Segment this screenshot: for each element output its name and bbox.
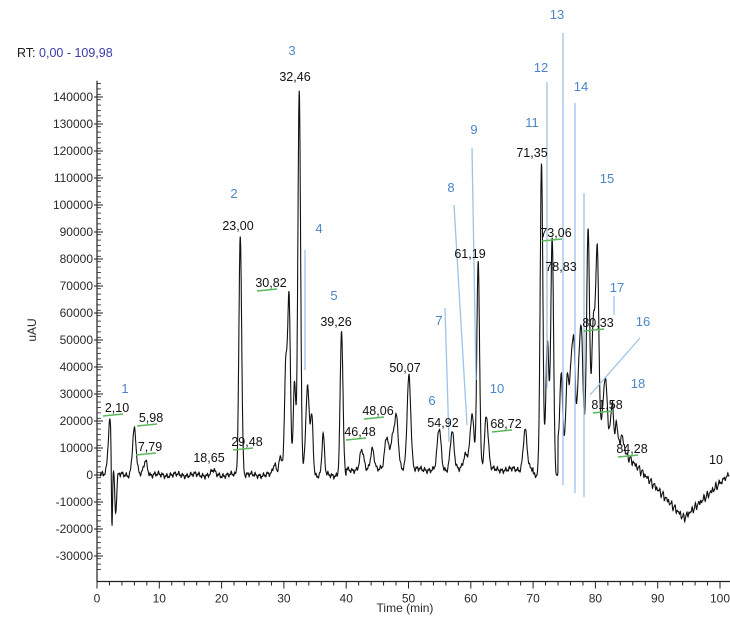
- trace-line: [99, 90, 730, 526]
- peak-baseline-mark: [617, 454, 639, 458]
- peak-number-label: 17: [610, 280, 624, 295]
- y-tick-label: -10000: [56, 495, 94, 509]
- x-tick-label: 50: [402, 592, 416, 606]
- peak-baseline-mark: [232, 447, 254, 451]
- x-tick-label: 80: [589, 592, 603, 606]
- peak-number-label: 5: [330, 288, 337, 303]
- x-tick-label: 30: [277, 592, 291, 606]
- peak-baseline-mark: [135, 452, 157, 456]
- peak-number-label: 9: [470, 122, 477, 137]
- peak-rt-label: 10: [709, 453, 723, 467]
- peak-rt-label: 80,33: [582, 316, 613, 330]
- peak-rt-label: 32,46: [279, 70, 310, 84]
- peak-rt-label: 18,65: [193, 451, 224, 465]
- x-tick-label: 20: [215, 592, 229, 606]
- y-tick-label: -20000: [56, 522, 94, 536]
- peak-rt-label: 29,48: [231, 435, 262, 449]
- peak-rt-label: 68,72: [490, 417, 521, 431]
- peak-number-label: 1: [121, 381, 128, 396]
- peak-rt-label: 78,83: [545, 260, 576, 274]
- y-tick-label: 20000: [60, 414, 94, 428]
- peak-baseline-mark: [491, 429, 513, 433]
- y-tick-label: 10000: [60, 441, 94, 455]
- y-tick-label: 130000: [53, 117, 93, 131]
- rt-range-label: RT: 0,00 - 109,98: [17, 46, 113, 60]
- y-tick-label: 30000: [60, 387, 94, 401]
- peak-rt-label: 61,19: [454, 247, 485, 261]
- y-tick-label: 0: [86, 468, 93, 482]
- peak-rt-label: 84,28: [616, 442, 647, 456]
- rt-prefix: RT:: [17, 46, 36, 60]
- y-tick-label: 50000: [60, 333, 94, 347]
- peak-rt-label: 39,26: [320, 315, 351, 329]
- peak-number-label: 18: [631, 376, 645, 391]
- callout-line: [444, 307, 450, 443]
- peak-baseline-mark: [541, 238, 563, 242]
- y-tick-label: 80000: [60, 252, 94, 266]
- peak-rt-label: 48,06: [362, 404, 393, 418]
- peak-rt-label: 54,92: [427, 416, 458, 430]
- x-tick-label: 90: [651, 592, 665, 606]
- peak-number-label: 13: [550, 7, 564, 22]
- peak-rt-label: 81,58: [591, 398, 622, 412]
- x-tick-label: 10: [153, 592, 167, 606]
- peak-callouts: [304, 33, 641, 497]
- y-tick-label: 60000: [60, 306, 94, 320]
- peak-baseline-mark: [102, 413, 124, 417]
- rt-range-value: 0,00 - 109,98: [39, 46, 113, 60]
- peak-number-label: 14: [574, 79, 588, 94]
- peak-number-label: 10: [490, 381, 504, 396]
- peak-number-label: 3: [288, 43, 295, 58]
- y-tick-label: 120000: [53, 144, 93, 158]
- peak-number-label: 8: [447, 180, 454, 195]
- x-tick-label: 100: [710, 592, 730, 606]
- peak-rt-label: 23,00: [222, 219, 253, 233]
- y-tick-label: 90000: [60, 225, 94, 239]
- peak-number-label: 12: [534, 60, 548, 75]
- y-tick-label: 100000: [53, 198, 93, 212]
- peak-rt-label: 46,48: [344, 425, 375, 439]
- y-axis-title: uAU: [25, 318, 39, 341]
- callout-line: [589, 337, 641, 396]
- peak-number-label: 7: [435, 313, 442, 328]
- y-tick-label: 70000: [60, 279, 94, 293]
- x-tick-label: 0: [94, 592, 101, 606]
- peak-number-label: 4: [315, 221, 322, 236]
- x-tick-label: 60: [464, 592, 478, 606]
- y-tick-label: 140000: [53, 90, 93, 104]
- y-tick-label: 110000: [54, 171, 93, 185]
- peak-rt-label: 73,06: [540, 226, 571, 240]
- peak-baseline-mark: [583, 328, 605, 332]
- peak-rt-label: 71,35: [516, 146, 547, 160]
- peak-rt-label: 2,10: [105, 401, 129, 415]
- peak-baseline-mark: [345, 437, 367, 441]
- peak-number-label: 11: [525, 115, 539, 130]
- peak-rt-label: 7,79: [138, 440, 162, 454]
- y-tick-label: -30000: [56, 549, 94, 563]
- callout-line: [453, 204, 468, 426]
- peak-labels: 2,10 1 5,98 7,79 18,65 23,00 2 29,48 30,82 32,46 3…: [102, 7, 723, 467]
- peak-number-label: 16: [636, 314, 650, 329]
- peak-rt-label: 30,82: [255, 276, 286, 290]
- x-tick-label: 40: [340, 592, 354, 606]
- peak-number-label: 2: [230, 186, 237, 201]
- x-axis-title: Time (min): [377, 601, 434, 615]
- peak-baseline-mark: [136, 423, 158, 427]
- chromatogram-trace: [99, 90, 730, 526]
- callout-line: [471, 147, 477, 381]
- axes: -30000 -20000 -10000 0 10000 20000 30000 40000 5…: [53, 80, 730, 606]
- peak-number-label: 15: [600, 171, 614, 186]
- peak-rt-label: 50,07: [389, 361, 420, 375]
- peak-number-label: 6: [428, 393, 435, 408]
- peak-baseline-mark: [592, 410, 614, 414]
- peak-rt-label: 5,98: [139, 411, 163, 425]
- peak-baseline-mark: [256, 288, 278, 292]
- y-tick-label: 40000: [60, 360, 94, 374]
- peak-baseline-mark: [363, 416, 385, 420]
- x-tick-label: 70: [526, 592, 540, 606]
